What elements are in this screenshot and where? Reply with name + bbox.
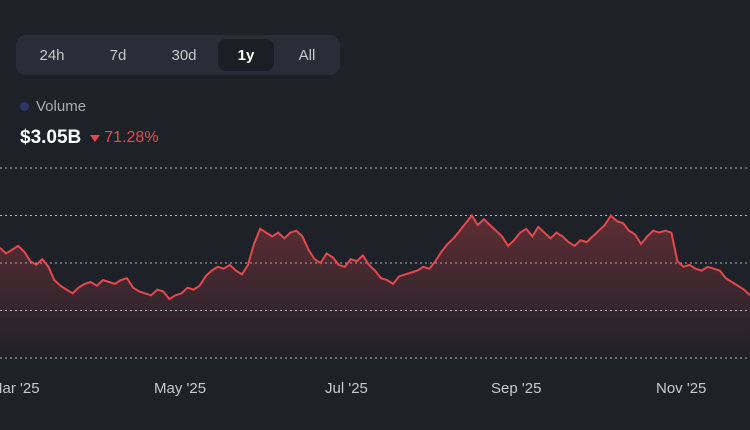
volume-line: [0, 213, 750, 301]
volume-change: 71.28%: [90, 129, 159, 147]
legend-label: Volume: [36, 98, 87, 115]
tab-all[interactable]: All: [298, 46, 316, 64]
tab-24h[interactable]: 24h: [39, 46, 65, 64]
volume-line-chart[interactable]: Mar '25 May '25 Jul '25 Sep '25 Nov '25: [0, 160, 750, 430]
x-tick-label: Nov '25: [656, 380, 706, 397]
tab-1y[interactable]: 1y: [218, 39, 274, 71]
volume-value: $3.05B: [20, 127, 82, 148]
chart-legend: Volume: [20, 98, 86, 115]
volume-legend-dot-icon: [20, 102, 29, 111]
volume-area-fill: [0, 215, 750, 358]
x-axis-labels: Mar '25 May '25 Jul '25 Sep '25 Nov '25: [0, 380, 706, 397]
volume-summary: $3.05B 71.28%: [20, 127, 159, 149]
x-tick-label: May '25: [154, 380, 206, 397]
tab-30d[interactable]: 30d: [171, 46, 197, 64]
x-tick-label: Jul '25: [325, 380, 368, 397]
tab-7d[interactable]: 7d: [109, 46, 127, 64]
down-triangle-icon: [90, 135, 101, 142]
volume-change-percent: 71.28%: [104, 129, 159, 146]
time-range-selector: 24h 7d 30d 1y All: [16, 35, 340, 75]
x-tick-label: Mar '25: [0, 380, 40, 397]
x-tick-label: Sep '25: [491, 380, 541, 397]
